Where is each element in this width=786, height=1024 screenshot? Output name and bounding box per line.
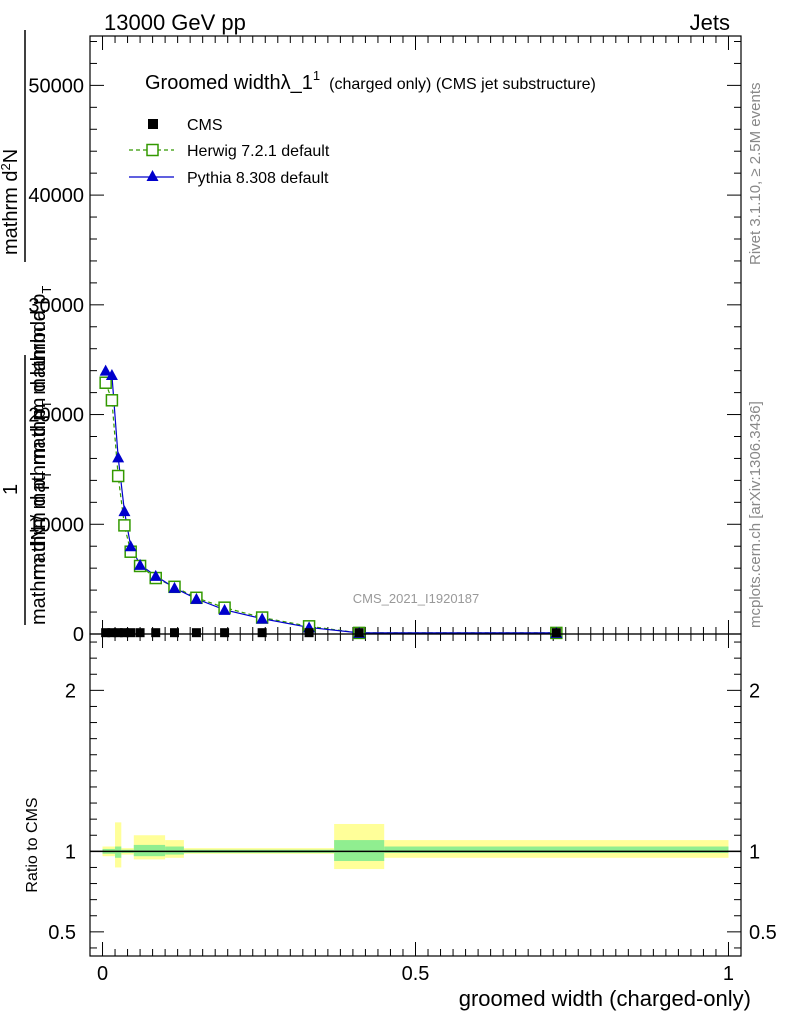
main-y-tick-label: 50000 — [28, 75, 84, 97]
pythia-line — [105, 370, 557, 634]
ratio-bands — [90, 822, 741, 870]
ratio-band-inner-1 — [115, 846, 122, 858]
svg-text:mathrm d2N: mathrm d2N — [0, 149, 22, 255]
cms-point — [126, 628, 136, 638]
pythia-point — [99, 364, 112, 376]
svg-text:Pythia 8.308 default: Pythia 8.308 default — [187, 170, 329, 187]
pythia-point — [190, 592, 203, 604]
x-tick-label: 0 — [97, 963, 108, 985]
ratio-y-tick-label-right: 2 — [749, 680, 760, 702]
legend-item-cms: CMS — [148, 117, 223, 134]
main-axis-ticks: 0 10000 20000 30000 40000 50000 0 0.5 1 — [28, 36, 741, 985]
herwig-line — [105, 382, 557, 634]
mcplots-label: mcplots.cern.ch [arXiv:1306.3436] — [747, 401, 764, 628]
herwig-point — [99, 376, 112, 389]
x-tick-label: 1 — [723, 963, 734, 985]
ratio-plot-frame — [89, 633, 742, 957]
herwig-point — [118, 519, 131, 532]
main-y-tick-label: 40000 — [28, 185, 84, 207]
cms-point — [170, 628, 180, 638]
cms-point — [304, 628, 314, 638]
cms-point — [107, 628, 117, 638]
series-layer — [99, 364, 563, 640]
header-left: 13000 GeV pp — [104, 10, 246, 35]
pythia-point — [105, 369, 118, 381]
cms-point — [257, 628, 267, 638]
cms-point — [354, 628, 364, 638]
main-y-tick-label: 10000 — [28, 514, 84, 536]
main-y-tick-label: 0 — [73, 624, 84, 646]
svg-text:mathrm dN / mathrm d pT mathrm: mathrm dN / mathrm d pT mathrm d pT — [28, 286, 54, 625]
ratio-y-axis-label: Ratio to CMS — [24, 797, 41, 892]
main-y-axis-label: mathrm d2N mathrm d pT mathrm d lambda 1… — [0, 30, 54, 625]
x-axis-label: groomed width (charged-only) — [459, 986, 751, 1011]
herwig-point — [105, 394, 119, 407]
cms-point — [551, 628, 561, 638]
ratio-band-inner-6 — [334, 840, 385, 862]
pythia-point — [112, 451, 125, 463]
svg-text:1: 1 — [0, 484, 22, 495]
legend: CMS Herwig 7.2.1 default Pythia 8.308 de… — [129, 117, 330, 187]
legend-item-pythia: Pythia 8.308 default — [129, 170, 329, 187]
cms-point — [113, 628, 123, 638]
cms-point — [191, 628, 201, 638]
rivet-label: Rivet 3.1.10, ≥ 2.5M events — [747, 83, 764, 266]
pythia-point — [218, 603, 231, 615]
pythia-point — [118, 505, 131, 517]
header-right: Jets — [690, 10, 730, 35]
pythia-point — [134, 558, 147, 570]
pythia-point — [256, 612, 269, 624]
pythia-point — [124, 540, 137, 552]
cms-point — [135, 628, 145, 638]
cms-point — [151, 628, 161, 638]
ratio-band-inner-3 — [133, 844, 166, 857]
ratio-band-inner-7 — [384, 846, 729, 853]
plot-title: Groomed widthλ_11(charged only) (CMS jet… — [145, 68, 596, 94]
ratio-y-tick-label: 2 — [65, 680, 76, 702]
x-tick-label: 0.5 — [402, 963, 430, 985]
cms-point — [119, 628, 129, 638]
svg-text:CMS: CMS — [187, 117, 223, 134]
main-y-tick-label: 30000 — [28, 295, 84, 317]
ratio-y-tick-label: 1 — [65, 841, 76, 863]
watermark: CMS_2021_I1920187 — [353, 591, 480, 606]
svg-text:Herwig 7.2.1 default: Herwig 7.2.1 default — [187, 143, 330, 160]
ratio-band-outer-1 — [115, 822, 122, 868]
cms-point — [220, 628, 230, 638]
ratio-y-tick-label-right: 0.5 — [749, 922, 777, 944]
pythia-point — [149, 569, 162, 581]
ratio-y-tick-label: 0.5 — [48, 922, 76, 944]
cms-point — [101, 628, 111, 638]
pythia-point — [168, 581, 181, 593]
main-y-tick-label: 20000 — [28, 405, 84, 427]
legend-item-herwig: Herwig 7.2.1 default — [129, 143, 330, 160]
ratio-y-tick-label-right: 1 — [749, 841, 760, 863]
ratio-band-inner-4 — [165, 846, 184, 855]
svg-text:mathrm d pT mathrm d lambda: mathrm d pT mathrm d lambda — [28, 309, 54, 580]
ratio-axis-ticks: 0.5 0.5 1 1 2 2 — [48, 641, 777, 949]
herwig-point — [111, 469, 125, 483]
